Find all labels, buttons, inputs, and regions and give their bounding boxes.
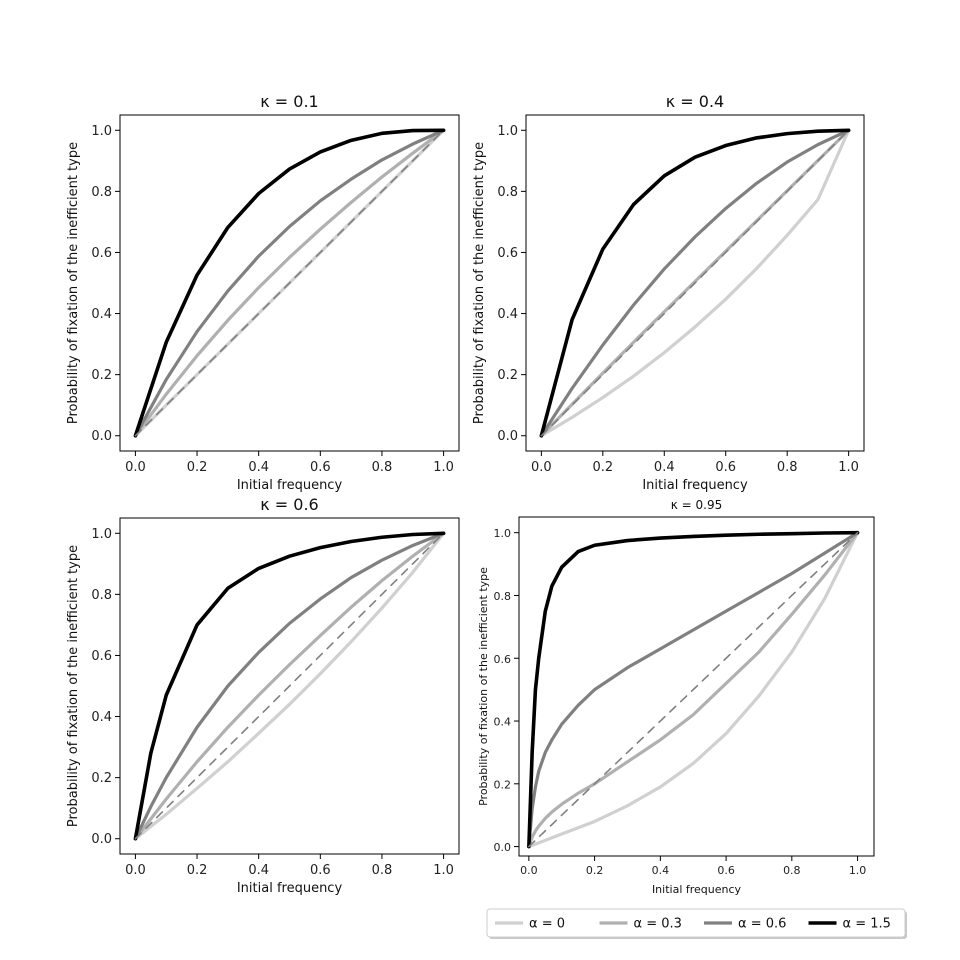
y-tick-label: 1.0 <box>91 124 112 139</box>
y-tick-label: 1.0 <box>494 527 512 540</box>
y-tick-label: 0.4 <box>91 307 112 322</box>
y-tick-label: 0.8 <box>91 588 112 603</box>
y-tick-label: 0.4 <box>497 307 518 322</box>
chart-panel-2: κ = 0.4 0.0 0.2 0.4 0.6 0.8 1.0 0.0 0.2 0.4 0.6 0.8… <box>472 92 865 493</box>
plot-frame <box>518 516 875 857</box>
legend-label: α = 0.3 <box>634 917 682 932</box>
x-tick-label: 0.6 <box>717 864 735 877</box>
y-axis-label: Probability of fixation of the inefficie… <box>66 545 81 827</box>
y-tick-label: 0.8 <box>91 185 112 200</box>
x-tick-label: 1.0 <box>433 460 454 475</box>
x-tick-label: 0.0 <box>125 863 146 878</box>
x-tick-label: 1.0 <box>433 863 454 878</box>
y-tick-label: 0.6 <box>497 246 518 261</box>
plot-frame <box>525 114 865 452</box>
x-axis-label: Initial frequency <box>237 478 343 493</box>
panel-title: κ = 0.6 <box>260 495 318 514</box>
y-tick-label: 0.2 <box>91 771 112 786</box>
series-line-0 <box>133 531 446 841</box>
y-axis-label: Probability of fixation of the inefficie… <box>477 567 490 806</box>
x-tick-label: 0.2 <box>592 460 613 475</box>
series-line-neutral <box>528 531 859 848</box>
x-tick-label: 0.4 <box>654 460 675 475</box>
x-tick-label: 0.4 <box>248 863 269 878</box>
series-line-3 <box>527 530 860 849</box>
x-tick-label: 0.4 <box>652 864 670 877</box>
legend-box <box>486 908 906 938</box>
y-tick-label: 0.0 <box>497 429 518 444</box>
panel-title: κ = 0.4 <box>666 92 724 111</box>
x-tick-label: 0.2 <box>586 864 604 877</box>
y-tick-label: 0.0 <box>494 841 512 854</box>
x-axis-label: Initial frequency <box>652 883 742 896</box>
y-tick-label: 1.0 <box>497 124 518 139</box>
series-line-2 <box>133 531 446 841</box>
series-line-2 <box>527 531 860 849</box>
chart-panel-1: κ = 0.1 0.0 0.2 0.4 0.6 0.8 1.0 0.0 0.2 0.4 0.6 0.8… <box>66 92 460 493</box>
y-tick-label: 0.6 <box>494 653 512 666</box>
series-line-neutral <box>134 532 445 840</box>
y-axis-label: Probability of fixation of the inefficie… <box>472 142 487 424</box>
x-tick-label: 0.0 <box>125 460 146 475</box>
x-tick-label: 0.6 <box>310 863 331 878</box>
plot-frame <box>119 517 460 855</box>
x-tick-label: 0.4 <box>248 460 269 475</box>
x-tick-label: 0.2 <box>187 460 208 475</box>
y-tick-label: 0.8 <box>497 185 518 200</box>
x-tick-label: 1.0 <box>838 460 859 475</box>
x-tick-label: 0.6 <box>715 460 736 475</box>
series-line-3 <box>539 128 851 438</box>
y-tick-label: 0.0 <box>91 429 112 444</box>
series-line-2 <box>133 128 446 438</box>
x-tick-label: 0.8 <box>372 460 393 475</box>
series-line-1 <box>133 128 446 438</box>
series-line-neutral <box>134 129 445 437</box>
panel-title: κ = 0.1 <box>260 92 318 111</box>
y-axis-label: Probability of fixation of the inefficie… <box>66 142 81 424</box>
x-tick-label: 0.8 <box>372 863 393 878</box>
y-tick-label: 1.0 <box>91 527 112 542</box>
series-line-3 <box>133 531 446 841</box>
x-tick-label: 0.6 <box>310 460 331 475</box>
x-tick-label: 0.0 <box>531 460 552 475</box>
legend-label: α = 1.5 <box>843 917 891 932</box>
y-tick-label: 0.6 <box>91 246 112 261</box>
x-tick-label: 1.0 <box>849 864 867 877</box>
series-line-2 <box>539 128 851 438</box>
series-line-neutral <box>540 129 850 437</box>
legend-label: α = 0 <box>529 917 565 932</box>
legend: α = 0 α = 0.3 α = 0.6 α = 1.5 <box>486 908 907 939</box>
series-line-1 <box>133 531 446 841</box>
series-line-0 <box>539 128 851 438</box>
x-axis-label: Initial frequency <box>237 881 343 896</box>
y-tick-label: 0.4 <box>494 716 512 729</box>
y-tick-label: 0.8 <box>494 590 512 603</box>
y-tick-label: 0.2 <box>91 368 112 383</box>
y-tick-label: 0.6 <box>91 649 112 664</box>
x-tick-label: 0.8 <box>777 460 798 475</box>
y-tick-label: 0.0 <box>91 832 112 847</box>
y-tick-label: 0.2 <box>497 368 518 383</box>
series-line-0 <box>527 531 860 849</box>
panel-title: κ = 0.95 <box>671 498 722 512</box>
x-tick-label: 0.2 <box>187 863 208 878</box>
x-axis-label: Initial frequency <box>642 478 748 493</box>
x-tick-label: 0.0 <box>520 864 538 877</box>
series-line-3 <box>133 128 446 438</box>
chart-panel-3: κ = 0.6 0.0 0.2 0.4 0.6 0.8 1.0 0.0 0.2 0.4 0.6 0.8… <box>66 495 460 896</box>
y-tick-label: 0.2 <box>494 778 512 791</box>
plot-frame <box>119 114 460 452</box>
legend-label: α = 0.6 <box>738 917 786 932</box>
chart-panel-4: κ = 0.95 0.0 0.2 0.4 0.6 0.8 1.0 0.0 0.2 0.4 0.6 0.… <box>477 498 875 896</box>
y-tick-label: 0.4 <box>91 710 112 725</box>
x-tick-label: 0.8 <box>783 864 801 877</box>
